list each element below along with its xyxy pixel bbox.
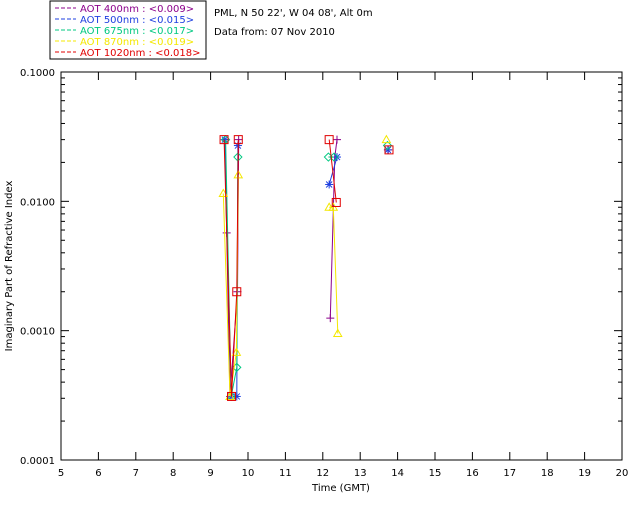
data-point xyxy=(381,134,392,144)
x-tick-label: 14 xyxy=(391,468,404,479)
plot-frame xyxy=(60,71,623,461)
x-tick-label: 9 xyxy=(207,468,213,479)
data-point xyxy=(233,135,243,145)
data-point xyxy=(382,140,393,151)
header-line-2: Data from: 07 Nov 2010 xyxy=(214,27,335,38)
x-tick-label: 6 xyxy=(95,468,101,479)
x-tick-label: 20 xyxy=(616,468,629,479)
series-line xyxy=(328,139,337,203)
legend-label: AOT 870nm : <0.019> xyxy=(80,37,194,48)
x-axis-label: Time (GMT) xyxy=(311,483,370,494)
legend-label: AOT 400nm : <0.009> xyxy=(80,4,194,15)
data-point xyxy=(232,287,242,297)
y-tick-label: 0.0010 xyxy=(20,327,55,338)
data-point xyxy=(324,135,334,145)
x-tick-label: 10 xyxy=(242,468,255,479)
x-tick-label: 7 xyxy=(133,468,139,479)
x-tick-label: 17 xyxy=(503,468,516,479)
data-point xyxy=(231,347,242,356)
series-line xyxy=(223,139,239,397)
series-5 xyxy=(219,135,394,401)
data-point xyxy=(225,391,235,400)
data-point xyxy=(384,145,394,155)
x-tick-label: 15 xyxy=(429,468,442,479)
x-tick-label: 11 xyxy=(279,468,292,479)
header-line-1: PML, N 50 22', W 04 08', Alt 0m xyxy=(214,8,373,19)
data-point xyxy=(227,391,237,401)
data-point xyxy=(325,180,334,189)
series-layer xyxy=(218,134,394,402)
x-tick-label: 19 xyxy=(578,468,591,479)
data-point xyxy=(332,328,343,338)
data-point xyxy=(333,153,342,162)
data-point xyxy=(219,135,229,145)
legend-label: AOT 675nm : <0.017> xyxy=(80,26,194,37)
data-point xyxy=(333,135,342,144)
series-2 xyxy=(220,135,392,401)
x-tick-label: 13 xyxy=(354,468,367,479)
data-point xyxy=(232,392,241,401)
x-tick-label: 18 xyxy=(541,468,554,479)
legend: AOT 400nm : <0.009>AOT 500nm : <0.015>AO… xyxy=(55,4,200,59)
x-tick-label: 5 xyxy=(58,468,64,479)
x-tick-label: 16 xyxy=(466,468,479,479)
legend-label: AOT 1020nm : <0.018> xyxy=(80,48,200,59)
series-1 xyxy=(220,135,393,401)
x-tick-label: 8 xyxy=(170,468,176,479)
x-tick-label: 12 xyxy=(316,468,329,479)
y-tick-label: 0.0001 xyxy=(20,456,55,467)
series-3 xyxy=(220,134,393,402)
data-point xyxy=(326,314,335,323)
y-axis-label: Imaginary Part of Refractive Index xyxy=(4,181,15,352)
y-tick-label: 0.0100 xyxy=(20,197,55,208)
legend-label: AOT 500nm : <0.015> xyxy=(80,15,194,26)
data-point xyxy=(331,197,341,207)
y-tick-label: 0.1000 xyxy=(20,68,55,79)
series-4 xyxy=(218,134,392,400)
axis-ticks: 5 6 7 8 9 10 11 12 13 14 15 16 17 18 19 20 0.1000 0.0100 0… xyxy=(20,68,628,479)
